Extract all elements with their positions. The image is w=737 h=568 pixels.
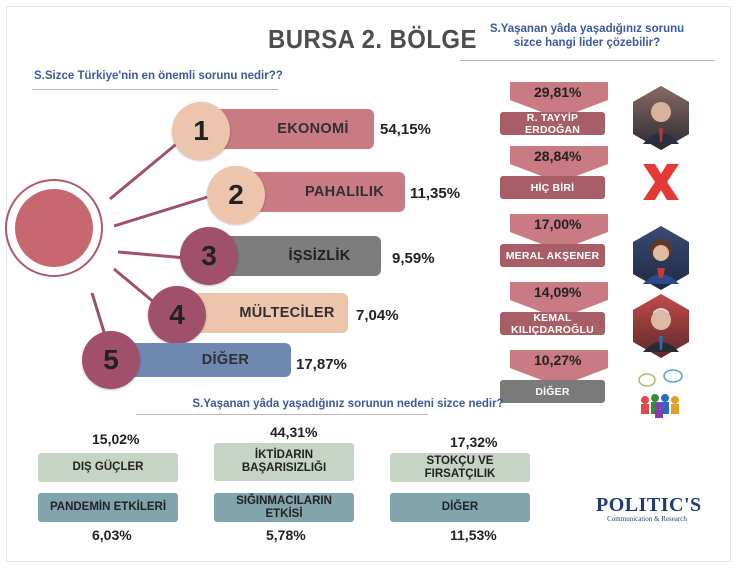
problem-bar-label: PAHALILIK	[305, 184, 384, 200]
leader-arrow-shape	[510, 82, 608, 120]
erdogan-photo	[633, 86, 689, 150]
left-question-underline	[32, 89, 278, 90]
reason-label: PANDEMİN ETKİLERİ	[49, 501, 167, 513]
problem-bar-label: MÜLTECİLER	[239, 305, 335, 321]
connector-4	[113, 267, 157, 306]
reason-percent-1: 15,02%	[92, 431, 140, 447]
leader-arrow-3	[510, 214, 608, 252]
connector-2	[113, 193, 215, 228]
reason-percent-4: 6,03%	[92, 527, 132, 543]
leader-name-1: R. TAYYİP ERDOĞAN	[500, 112, 605, 136]
leader-arrow-shape	[510, 214, 608, 252]
rank-circle-3: 3	[180, 227, 238, 285]
rank-circle-2: 2	[207, 166, 265, 224]
red-x-icon	[643, 164, 679, 200]
reason-label: STOKÇU VE FIRSATÇILIK	[424, 454, 496, 480]
right-question: S.Yaşanan yâda yaşadığınız sorunu sizce …	[472, 22, 702, 50]
hub-inner	[15, 189, 93, 267]
problem-percent-2: 11,35%	[410, 185, 461, 202]
leader-arrow-shape	[510, 282, 608, 320]
kilicdaroglu-photo	[633, 294, 689, 358]
leader-arrow-4	[510, 282, 608, 320]
problem-percent-4: 7,04%	[356, 307, 399, 324]
reason-percent-2: 44,31%	[270, 424, 318, 440]
leader-name-4: KEMAL KILIÇDAROĞLU	[500, 312, 605, 336]
problem-percent-1: 54,15%	[380, 121, 431, 138]
leader-arrow-2	[510, 146, 608, 184]
connector-1	[109, 139, 181, 201]
problem-bar-label: EKONOMİ	[277, 121, 349, 137]
problem-bar-4: MÜLTECİLER	[192, 293, 348, 333]
reason-percent-6: 11,53%	[450, 527, 497, 543]
rank-circle-4: 4	[148, 286, 206, 344]
leader-name-2: HİÇ BİRİ	[500, 176, 605, 199]
aksener-photo	[633, 226, 689, 290]
right-question-underline	[460, 60, 715, 61]
right-question-line1: S.Yaşanan yâda yaşadığınız sorunu	[489, 23, 685, 35]
reason-box-2: İKTİDARIN BAŞARISIZLIĞI	[214, 443, 354, 481]
logo-subtitle: Communication & Research	[607, 515, 687, 523]
leader-percent-5: 10,27%	[534, 352, 582, 368]
leader-arrow-shape	[510, 146, 608, 184]
connector-3	[117, 250, 187, 260]
leader-arrow-shape	[510, 350, 608, 388]
leader-arrow-1	[510, 82, 608, 120]
bottom-question-underline	[136, 414, 428, 415]
leader-name-3: MERAL AKŞENER	[500, 244, 605, 267]
problem-bar-2: PAHALILIK	[250, 172, 405, 212]
leader-percent-4: 14,09%	[534, 284, 582, 300]
reason-box-6: DİĞER	[390, 493, 530, 522]
bottom-question: S.Yaşanan yâda yaşadığınız sorunun neden…	[192, 398, 504, 410]
reason-box-3: STOKÇU VE FIRSATÇILIK	[390, 453, 530, 482]
reason-label: DİĞER	[441, 501, 479, 513]
leader-arrow-5	[510, 350, 608, 388]
problem-bar-label: İŞSİZLİK	[288, 248, 351, 264]
problem-percent-5: 17,87%	[296, 356, 347, 373]
problem-bar-1: EKONOMİ	[218, 109, 374, 149]
connector-5	[90, 292, 106, 333]
logo-wordmark: POLITIC'S	[596, 494, 702, 516]
leader-name-5: DİĞER	[500, 380, 605, 403]
rank-circle-1: 1	[172, 102, 230, 160]
leader-percent-2: 28,84%	[534, 148, 582, 164]
hub-circle	[5, 179, 103, 277]
rank-circle-5: 5	[82, 331, 140, 389]
right-question-line2: sizce hangi lider çözebilir?	[513, 37, 661, 49]
reason-box-5: SIĞINMACILARIN ETKİSİ	[214, 493, 354, 522]
leader-percent-3: 17,00%	[534, 216, 582, 232]
reason-label-line2: BAŞARISIZLIĞI	[241, 462, 327, 474]
problem-bar-3: İŞSİZLİK	[224, 236, 381, 276]
people-group-icon	[638, 369, 683, 418]
reason-percent-3: 17,32%	[450, 434, 498, 450]
problem-percent-3: 9,59%	[392, 250, 435, 267]
left-question: S.Sizce Türkiye'nin en önemli sorunu ned…	[34, 70, 283, 82]
reason-label-line1: İKTİDARIN	[254, 449, 314, 461]
reason-box-1: DIŞ GÜÇLER	[38, 453, 178, 482]
problem-bar-5: DİĞER	[126, 343, 291, 377]
reason-label: SIĞINMACILARIN ETKİSİ	[236, 494, 332, 520]
reason-box-4: PANDEMİN ETKİLERİ	[38, 493, 178, 522]
problem-bar-label: DİĞER	[201, 352, 250, 368]
politics-logo: POLITIC'S Communication & Research	[596, 494, 702, 524]
reason-label: DIŞ GÜÇLER	[72, 461, 144, 473]
page-title: BURSA 2. BÖLGE	[268, 24, 477, 54]
reason-percent-5: 5,78%	[266, 527, 306, 543]
leader-percent-1: 29,81%	[534, 84, 582, 100]
